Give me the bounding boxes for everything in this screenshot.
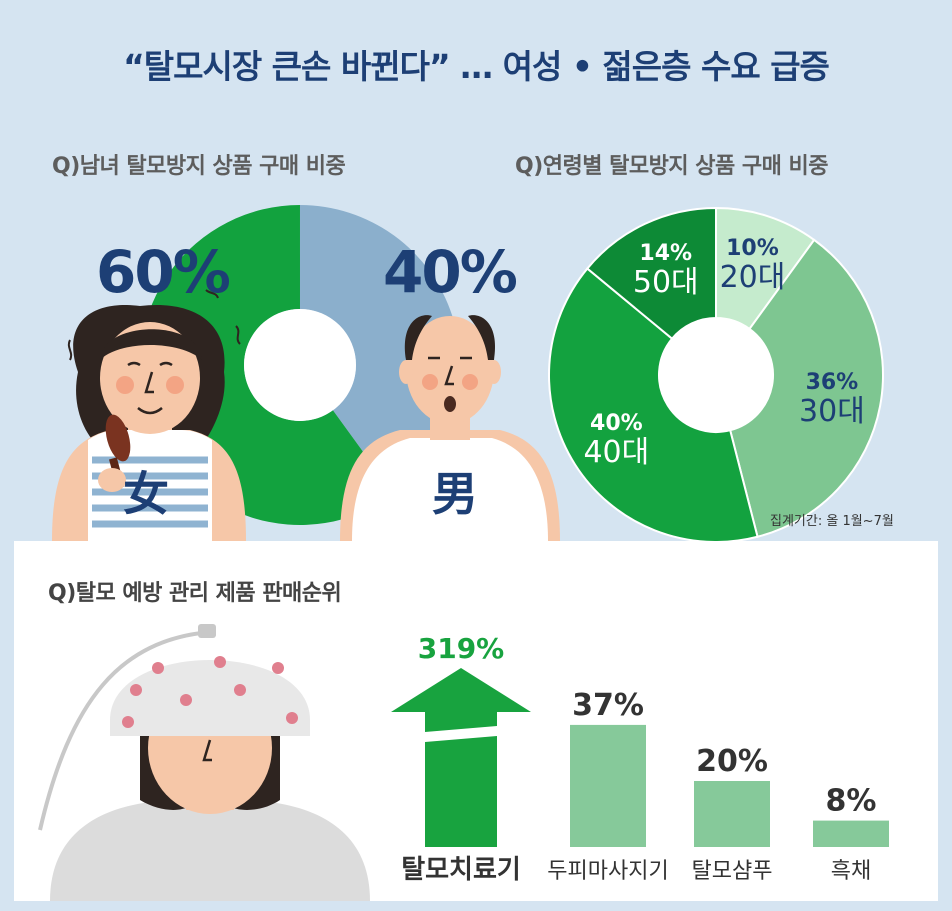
bar-0 [425, 736, 497, 847]
woman-icon [52, 289, 246, 541]
age-percent-label-0: 10% [726, 236, 779, 261]
age-group-label-3: 50대 [633, 265, 699, 300]
arrow-up-icon [391, 668, 531, 732]
age-group-label-0: 20대 [720, 260, 786, 295]
main-title: “탈모시장 큰손 바뀐다” … 여성 • 젊은층 수요 급증 [123, 47, 830, 86]
bar-2 [694, 781, 770, 847]
age-percent-label-2: 40% [590, 411, 643, 436]
age-percent-label-1: 36% [806, 370, 859, 395]
age-group-label-2: 40대 [583, 435, 649, 470]
bar-category-label-2: 탈모샴푸 [692, 859, 773, 884]
age-group-label-1: 30대 [799, 394, 865, 429]
female-percent: 60% [96, 238, 231, 306]
period-note: 집계기간: 올 1월~7월 [770, 514, 894, 529]
frame-right [938, 541, 952, 911]
frame-bottom [0, 901, 952, 911]
bar-category-label-1: 두피마사지기 [547, 859, 668, 884]
ranking-chart-question: Q)탈모 예방 관리 제품 판매순위 [48, 581, 342, 606]
bar-value-label-3: 8% [826, 784, 877, 819]
male-percent: 40% [383, 238, 518, 306]
male-label: 男 [432, 467, 478, 521]
male-slice [300, 205, 461, 495]
gender-donut-hole [244, 309, 356, 421]
age-chart-question: Q)연령별 탈모방지 상품 구매 비중 [515, 154, 829, 179]
age-percent-label-3: 14% [639, 241, 692, 266]
bar-3 [813, 820, 889, 847]
female-label: 女 [123, 467, 169, 521]
age-donut-hole [659, 318, 773, 432]
hair-brush-icon [98, 414, 131, 492]
bar-value-label-2: 20% [696, 744, 768, 779]
bar-value-label-1: 37% [572, 688, 644, 723]
gender-chart-question: Q)남녀 탈모방지 상품 구매 비중 [52, 154, 346, 179]
bar-value-label-0: 319% [418, 632, 505, 665]
man-icon [340, 315, 560, 541]
bar-category-label-0: 탈모치료기 [401, 855, 521, 885]
frame-left [0, 541, 14, 911]
helmet-device-icon [38, 624, 370, 901]
bar-category-label-3: 흑채 [831, 859, 871, 884]
bar-1 [570, 724, 646, 847]
